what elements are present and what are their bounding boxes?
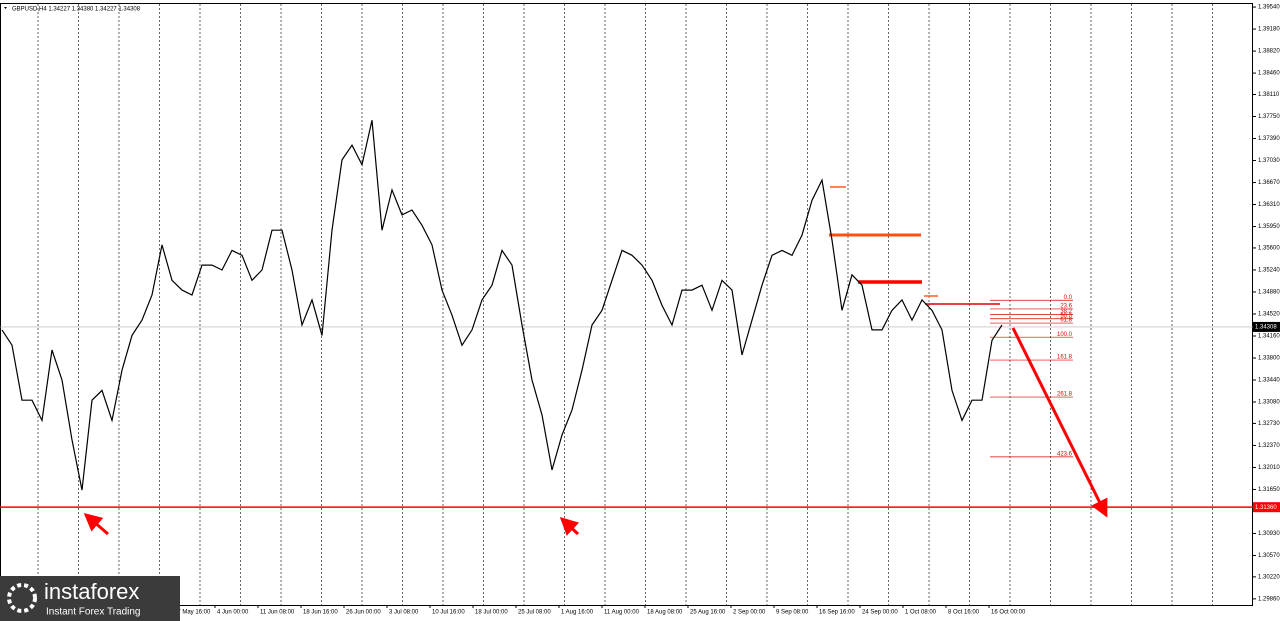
arrow (83, 513, 109, 536)
fib-label: 423.6 (1057, 451, 1073, 457)
x-tick-label: 25 Jul 08:00 (518, 610, 551, 616)
x-tick-label: 18 Jul 00:00 (475, 610, 508, 616)
y-tick-label: 1.35600 (1258, 246, 1280, 252)
y-tick-label: 1.31650 (1258, 487, 1280, 493)
x-tick-label: 26 Jun 00:00 (346, 610, 381, 616)
logo-name: instaforex (44, 579, 139, 604)
y-tick-label: 1.30220 (1258, 574, 1280, 580)
fib-label: 261.8 (1057, 392, 1073, 398)
fib-label: 161.8 (1057, 355, 1073, 361)
y-tick-label: 1.29860 (1258, 596, 1280, 602)
y-tick-label: 1.38110 (1258, 92, 1280, 98)
x-tick-label: 1 Oct 08:00 (905, 610, 937, 616)
price-tag: 1.34308 (1255, 325, 1277, 331)
y-tick-label: 1.30930 (1258, 531, 1280, 537)
y-tick-label: 1.33440 (1258, 378, 1280, 384)
y-tick-label: 1.33800 (1258, 356, 1280, 362)
arrow (1011, 327, 1108, 518)
fib-label: 50.0 (1060, 313, 1072, 319)
logo: instaforex Instant Forex Trading (0, 576, 180, 621)
y-tick-label: 1.33080 (1258, 400, 1280, 406)
fib-label: 100.0 (1057, 332, 1073, 338)
y-tick-label: 1.32370 (1258, 443, 1280, 449)
y-tick-label: 1.38460 (1258, 71, 1280, 77)
y-tick-label: 1.38820 (1258, 49, 1280, 55)
vertical-grid (37, 4, 1213, 605)
fib-label: 0.0 (1064, 295, 1073, 301)
x-tick-label: 18 Jun 16:00 (303, 610, 338, 616)
x-tick-label: 10 Jul 16:00 (432, 610, 465, 616)
price-tag: 1.31360 (1255, 505, 1277, 511)
y-tick-label: 1.37390 (1258, 136, 1280, 142)
logo-tagline: Instant Forex Trading (46, 607, 141, 618)
x-tick-label: 1 Aug 16:00 (561, 610, 594, 616)
y-tick-label: 1.35950 (1258, 224, 1280, 230)
y-tick-label: 1.39540 (1258, 5, 1280, 11)
chart-header: GBPUSD,H4 1.34227 1.34380 1.34227 1.3430… (12, 7, 141, 13)
x-tick-label: 8 Oct 16:00 (948, 610, 980, 616)
x-tick-label: 16 Sep 16:00 (819, 610, 855, 616)
x-tick-label: 3 Jul 08:00 (389, 610, 419, 616)
y-tick-label: 1.34520 (1258, 312, 1280, 318)
logo-icon (7, 583, 37, 613)
price-line (1, 120, 1003, 491)
y-tick-label: 1.39180 (1258, 27, 1280, 33)
fib-label: 38.2 (1060, 309, 1072, 315)
x-tick-label: 2 Sep 00:00 (733, 610, 766, 616)
x-tick-label: 11 Jun 08:00 (260, 610, 295, 616)
arrow (559, 516, 580, 536)
y-tick-label: 1.34160 (1258, 334, 1280, 340)
fib-label: 23.6 (1060, 304, 1072, 310)
x-tick-label: 11 Aug 00:00 (604, 610, 640, 616)
x-tick-label: 16 Oct 00:00 (991, 610, 1026, 616)
y-tick-label: 1.34880 (1258, 290, 1280, 296)
x-tick-label: 25 Aug 16:00 (690, 610, 726, 616)
y-tick-label: 1.37750 (1258, 114, 1280, 120)
x-tick-label: 9 Sep 08:00 (776, 610, 809, 616)
fib-label: 61.8 (1060, 318, 1072, 324)
y-tick-label: 1.30570 (1258, 553, 1280, 559)
price-tag-box (1253, 502, 1280, 513)
y-tick-label: 1.36310 (1258, 202, 1280, 208)
y-tick-label: 1.36670 (1258, 180, 1280, 186)
x-tick-label: 4 Jun 00:00 (217, 610, 249, 616)
y-tick-label: 1.37030 (1258, 158, 1280, 164)
y-tick-label: 1.32010 (1258, 465, 1280, 471)
y-tick-label: 1.35240 (1258, 268, 1280, 274)
x-tick-label: 18 Aug 08:00 (647, 610, 683, 616)
x-tick-label: 24 Sep 00:00 (862, 610, 898, 616)
x-tick-label: 27 May 16:00 (174, 610, 211, 616)
y-tick-label: 1.32730 (1258, 421, 1280, 427)
logo-box (0, 576, 180, 621)
header-icon (4, 7, 7, 9)
price-tag-box (1253, 321, 1280, 332)
plot-frame (0, 3, 1253, 606)
